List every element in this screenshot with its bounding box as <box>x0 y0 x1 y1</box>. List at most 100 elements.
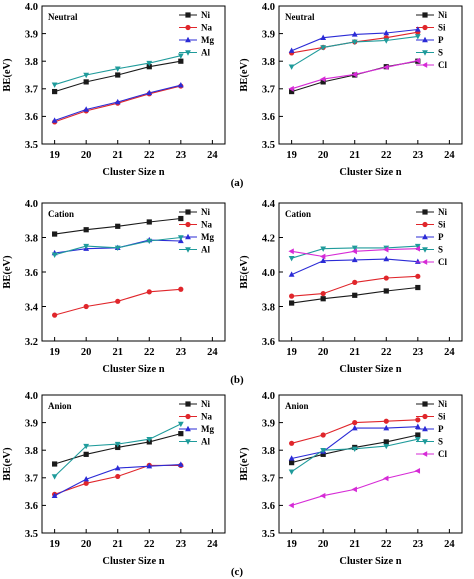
legend-label: S <box>438 437 443 447</box>
x-tick-label: 20 <box>81 539 92 550</box>
data-point <box>320 79 326 85</box>
legend-label: Na <box>201 220 212 230</box>
data-point <box>289 460 295 466</box>
data-point <box>351 245 358 252</box>
data-point <box>115 298 121 304</box>
y-axis-title: BE(eV) <box>2 58 13 92</box>
data-point <box>383 38 390 44</box>
x-tick-label: 22 <box>381 150 392 161</box>
data-point <box>115 223 121 229</box>
y-tick-label: 3.7 <box>262 85 275 96</box>
y-tick-label: 3.4 <box>25 302 39 313</box>
legend-entry: P <box>416 424 444 434</box>
legend-label: Na <box>201 412 212 422</box>
y-tick-label: 3.6 <box>262 501 275 512</box>
section-label-b: (b) <box>230 374 244 386</box>
data-point <box>83 451 89 457</box>
data-point <box>114 441 121 448</box>
series-mg <box>51 461 184 498</box>
y-tick-label: 4.0 <box>25 199 38 210</box>
data-point <box>320 257 327 263</box>
data-point <box>178 215 184 222</box>
data-point <box>320 246 327 252</box>
data-point <box>52 231 58 237</box>
data-point <box>288 455 295 461</box>
y-tick-label: 3.6 <box>25 112 38 123</box>
y-tick-label: 4.0 <box>262 391 275 402</box>
legend-entry: Mg <box>179 232 214 242</box>
data-point <box>320 45 327 51</box>
y-tick-label: 3.8 <box>25 57 38 68</box>
x-tick-label: 19 <box>286 150 297 161</box>
plot-frame <box>278 202 463 342</box>
series-mg <box>51 82 184 123</box>
data-point <box>83 480 89 486</box>
y-tick-label: 3.8 <box>25 446 38 457</box>
data-point <box>289 440 295 446</box>
y-tick-label: 3.8 <box>262 446 275 457</box>
y-tick-label: 3.9 <box>262 418 275 429</box>
legend-marker <box>421 62 428 68</box>
legend-marker <box>421 259 428 265</box>
data-point <box>288 248 294 255</box>
data-point <box>51 117 58 123</box>
legend-label: Mg <box>201 35 214 45</box>
legend-marker <box>185 36 191 43</box>
data-point <box>83 475 90 482</box>
x-tick-label: 19 <box>49 150 60 161</box>
legend-entry: Al <box>179 245 210 255</box>
y-tick-label: 3.2 <box>25 337 38 348</box>
data-point <box>288 85 294 92</box>
series-si <box>289 417 421 446</box>
data-point <box>383 64 389 71</box>
y-tick-label: 3.5 <box>25 140 38 151</box>
data-point <box>114 245 121 252</box>
y-tick-label: 4.0 <box>25 391 38 402</box>
chart-panel: 19 20 21 22 23 24 3.5 3.6 3.7 3.8 3.9 4.0 Cluster Si… <box>2 391 226 567</box>
data-point <box>52 88 58 95</box>
data-point <box>178 286 184 292</box>
y-tick-label: 3.8 <box>25 233 38 244</box>
x-axis-title: Cluster Size n <box>339 364 401 375</box>
legend-marker <box>185 24 191 31</box>
series-s <box>288 436 421 475</box>
data-point <box>52 461 58 467</box>
data-point <box>383 246 389 253</box>
data-point <box>146 463 153 469</box>
panel-label: Anion <box>48 401 72 411</box>
y-tick-label: 4.0 <box>262 2 275 13</box>
data-point <box>320 296 326 302</box>
data-point <box>83 243 90 250</box>
legend-label: P <box>438 35 444 45</box>
y-axis-title: BE(eV) <box>2 447 13 481</box>
data-point <box>320 34 327 40</box>
x-tick-label: 19 <box>49 539 60 550</box>
legend-entry: Ni <box>179 207 210 217</box>
legend-marker <box>185 233 191 240</box>
legend-entry: Ni <box>416 10 447 20</box>
y-tick-label: 3.6 <box>262 112 275 123</box>
x-tick-label: 23 <box>413 539 424 550</box>
x-tick-label: 24 <box>207 539 218 550</box>
data-point <box>51 82 58 88</box>
panel-label: Neutral <box>48 12 78 22</box>
data-point <box>177 53 184 59</box>
data-point <box>83 303 89 310</box>
x-tick-label: 24 <box>444 539 455 550</box>
data-point <box>52 312 58 318</box>
data-point <box>51 474 58 480</box>
data-point <box>177 421 184 428</box>
x-tick-label: 20 <box>318 347 329 358</box>
legend-marker <box>421 451 428 457</box>
panel-label: Cation <box>285 209 311 219</box>
legend-marker <box>185 50 191 56</box>
x-tick-label: 21 <box>349 150 360 161</box>
legend-label: Cl <box>438 257 447 267</box>
legend-entry: Si <box>416 220 446 230</box>
chart-panel: 19 20 21 22 23 24 3.5 3.6 3.7 3.8 3.9 4.0 Cluster Si… <box>239 391 463 567</box>
y-tick-label: 3.5 <box>25 529 38 540</box>
x-tick-label: 19 <box>286 539 297 550</box>
series-p <box>288 255 421 277</box>
series-cl <box>288 57 421 92</box>
plot-frame <box>278 5 463 145</box>
